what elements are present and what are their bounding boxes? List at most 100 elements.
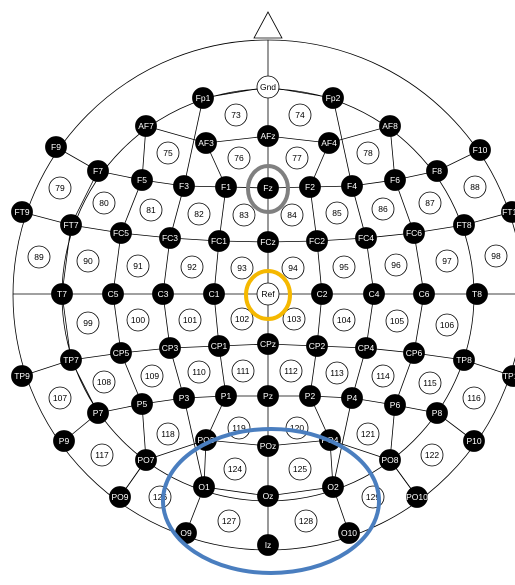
electrode-label: Fp2: [326, 93, 341, 103]
electrode-label: 91: [133, 261, 143, 271]
electrode-label: POz: [260, 441, 277, 451]
electrode-label: 83: [239, 210, 249, 220]
electrode-label: 121: [361, 429, 375, 439]
electrode-label: 110: [192, 367, 206, 377]
electrode-label: Pz: [263, 391, 273, 401]
electrode-label: Ref: [261, 289, 275, 299]
electrode-label: 75: [163, 148, 173, 158]
electrode-label: TP8: [456, 355, 472, 365]
electrode-label: P1: [221, 391, 232, 401]
electrode-label: C3: [158, 289, 169, 299]
electrode-label: 85: [332, 208, 342, 218]
electrode-label: 95: [339, 262, 349, 272]
electrode-label: FC4: [358, 233, 374, 243]
electrode-label: Gnd: [260, 82, 276, 92]
electrode-label: CP5: [113, 348, 130, 358]
electrode-label: 92: [187, 262, 197, 272]
electrode-label: T7: [57, 289, 67, 299]
electrode-label: PO7: [137, 455, 154, 465]
electrode-label: C4: [369, 289, 380, 299]
electrode-label: F1: [221, 182, 231, 192]
electrode-label: 87: [425, 198, 435, 208]
electrode-label: 97: [442, 256, 452, 266]
electrode-label: PO10: [406, 492, 428, 502]
electrode-label: 108: [97, 377, 111, 387]
electrode-label: F6: [390, 175, 400, 185]
electrode-label: 104: [337, 315, 351, 325]
electrode-label: 128: [299, 516, 313, 526]
electrode-label: FC3: [162, 233, 178, 243]
electrode-label: 100: [131, 315, 145, 325]
electrode-label: 116: [467, 393, 481, 403]
electrode-label: FCz: [260, 237, 276, 247]
electrode-label: CPz: [260, 339, 276, 349]
electrode-label: 86: [378, 204, 388, 214]
electrode-label: P9: [59, 436, 70, 446]
electrode-label: F9: [51, 142, 61, 152]
electrode-label: F3: [179, 181, 189, 191]
electrode-label: P4: [347, 393, 358, 403]
electrode-label: 107: [53, 393, 67, 403]
electrode-label: 112: [284, 366, 298, 376]
electrode-label: F7: [93, 166, 103, 176]
electrode-label: F5: [137, 175, 147, 185]
electrode-label: CP6: [406, 348, 423, 358]
electrode-label: 78: [363, 148, 373, 158]
electrode-label: F10: [473, 145, 488, 155]
electrode-label: 118: [161, 429, 175, 439]
electrode-label: 113: [330, 368, 344, 378]
electrode-label: Oz: [263, 491, 274, 501]
electrode-label: 96: [391, 260, 401, 270]
electrode-label: FC6: [406, 228, 422, 238]
nose: [254, 12, 282, 38]
electrode-label: O10: [341, 528, 357, 538]
electrode-label: 88: [470, 182, 480, 192]
electrode-label: 111: [237, 366, 250, 376]
electrode-label: 80: [99, 198, 109, 208]
electrode-label: AF7: [138, 121, 154, 131]
electrode-label: 73: [231, 110, 241, 120]
electrode-label: 77: [292, 153, 302, 163]
electrode-label: PO8: [381, 455, 398, 465]
electrode-label: 101: [183, 315, 197, 325]
electrode-label: 103: [287, 314, 301, 324]
electrode-label: Fz: [263, 183, 272, 193]
electrode-label: TP7: [63, 355, 79, 365]
electrode-label: FC1: [211, 236, 227, 246]
electrode-label: 79: [55, 183, 65, 193]
electrode-label: P5: [137, 399, 148, 409]
electrode-label: T8: [472, 289, 482, 299]
electrode-label: 125: [293, 464, 307, 474]
electrode-label: P2: [305, 391, 316, 401]
electrode-label: CP2: [309, 341, 326, 351]
electrode-label: TP9: [14, 371, 30, 381]
electrode-label: AF4: [321, 138, 337, 148]
electrode-label: C5: [108, 289, 119, 299]
electrode-label: AF8: [382, 121, 398, 131]
electrode-label: FT10: [502, 207, 515, 217]
electrode-label: 115: [423, 378, 437, 388]
electrode-label: 117: [95, 450, 109, 460]
electrode-label: P6: [390, 400, 401, 410]
electrode-label: O2: [327, 482, 339, 492]
electrode-label: P7: [93, 408, 104, 418]
electrode-label: AFz: [260, 131, 275, 141]
electrode-label: 106: [440, 320, 454, 330]
electrode-label: Iz: [265, 540, 272, 550]
electrode-label: P3: [179, 393, 190, 403]
electrode-label: FT8: [456, 220, 471, 230]
electrode-label: 122: [425, 450, 439, 460]
electrode-label: O1: [198, 482, 210, 492]
electrode-label: 98: [491, 251, 501, 261]
electrode-label: AF3: [198, 138, 214, 148]
electrode-label: 81: [146, 205, 156, 215]
electrode-label: 93: [237, 263, 247, 273]
electrode-label: 84: [287, 210, 297, 220]
electrode-label: F4: [347, 181, 357, 191]
electrode-label: CP1: [211, 341, 228, 351]
electrode-label: CP3: [162, 343, 179, 353]
electrode-label: 114: [376, 371, 390, 381]
electrode-label: C6: [419, 289, 430, 299]
electrode-label: FC5: [113, 228, 129, 238]
